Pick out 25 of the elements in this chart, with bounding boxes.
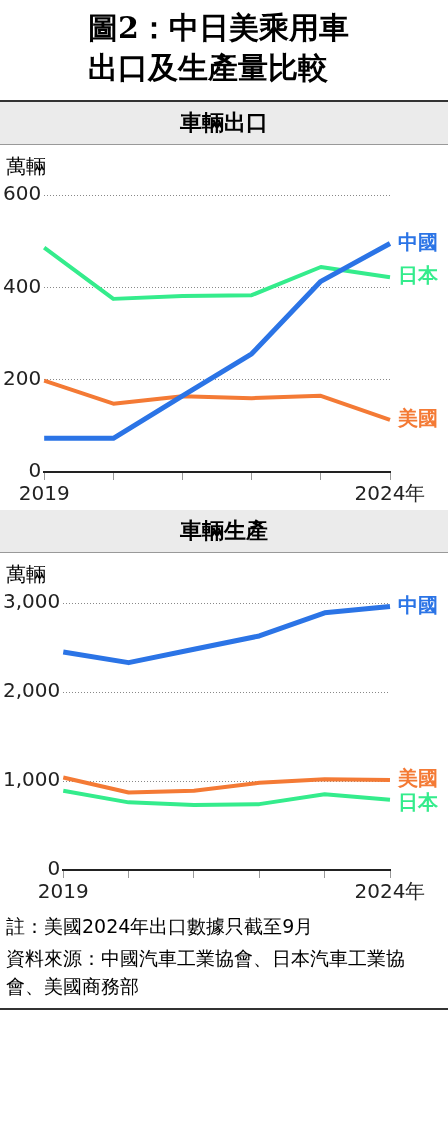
chart-title: 圖2：中日美乘用車出口及生產量比較 bbox=[88, 9, 350, 87]
y-tick-label: 0 bbox=[47, 856, 61, 881]
series-label: 日本 bbox=[398, 790, 439, 815]
x-tick-label: 2024年 bbox=[354, 481, 426, 506]
source-note: 資料來源：中國汽車工業協會、日本汽車工業協會、美國商務部 bbox=[5, 946, 406, 999]
y-tick-label: 400 bbox=[2, 273, 42, 298]
series-label: 美國 bbox=[397, 766, 438, 791]
text: 註：美國2024年出口數據只截至9月 bbox=[5, 914, 315, 939]
x-tick-label: 2019 bbox=[18, 481, 70, 506]
x-tick-label: 2019 bbox=[37, 879, 89, 904]
y-tick-label: 2,000 bbox=[2, 678, 61, 703]
series-label: 中國 bbox=[398, 592, 438, 617]
x-tick-label: 2024年 bbox=[354, 879, 426, 904]
chart-subtitle: 車輛出口 bbox=[0, 102, 448, 145]
series-label: 美國 bbox=[397, 406, 438, 431]
y-tick-label: 0 bbox=[28, 458, 42, 483]
chart-subtitle: 車輛生產 bbox=[0, 510, 448, 553]
y-axis-title: 萬輛 bbox=[5, 561, 47, 588]
y-tick-label: 600 bbox=[2, 181, 42, 206]
y-axis-title: 萬輛 bbox=[5, 153, 47, 180]
y-tick-label: 200 bbox=[2, 365, 42, 390]
series-label: 日本 bbox=[398, 263, 439, 288]
series-label: 中國 bbox=[398, 229, 438, 254]
y-tick-label: 1,000 bbox=[2, 767, 61, 792]
y-tick-label: 3,000 bbox=[2, 589, 61, 614]
